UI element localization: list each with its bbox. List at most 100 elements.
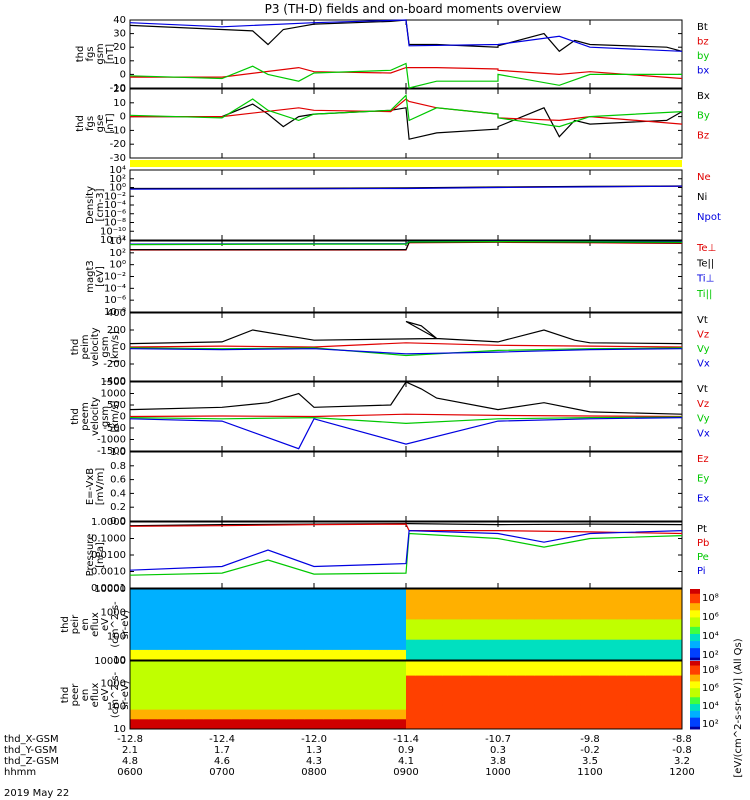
heatmap-cell	[240, 665, 251, 672]
heatmap-cell	[130, 589, 140, 595]
heatmap-cell	[240, 614, 251, 620]
heatmap-cell	[341, 665, 352, 672]
heatmap-cell	[350, 639, 361, 646]
heatmap-cell	[203, 714, 214, 720]
heatmap-cell	[479, 719, 490, 725]
heatmap-cell	[442, 724, 453, 730]
heatmap-cell	[212, 654, 223, 661]
heatmap-cell	[295, 614, 306, 620]
heatmap-cell	[654, 675, 665, 681]
heatmap-cell	[516, 724, 527, 730]
heatmap-cell	[479, 724, 490, 730]
heatmap-cell	[479, 634, 490, 641]
heatmap-cell	[268, 704, 278, 711]
heatmap-cell	[341, 695, 352, 701]
heatmap-cell	[534, 675, 545, 681]
heatmap-cell	[203, 675, 214, 681]
heatmap-cell	[130, 614, 140, 620]
heatmap-cell	[498, 675, 508, 681]
heatmap-cell	[185, 644, 195, 651]
heatmap-cell	[498, 644, 508, 651]
heatmap-cell	[553, 589, 563, 595]
series-Bx	[130, 103, 683, 140]
heatmap-cell	[498, 604, 508, 610]
heatmap-cell	[452, 609, 462, 615]
heatmap-cell	[617, 649, 628, 656]
heatmap-cell	[258, 680, 269, 686]
heatmap-cell	[378, 714, 389, 720]
heatmap-cell	[314, 624, 324, 631]
heatmap-cell	[148, 654, 159, 661]
y-axis-label: [nT]	[105, 44, 116, 64]
y-axis-label: (cm^2-s-	[110, 671, 121, 718]
heatmap-cell	[194, 634, 205, 641]
heatmap-cell	[194, 619, 205, 625]
heatmap-cell	[323, 685, 333, 691]
heatmap-cell	[212, 589, 223, 595]
heatmap-cell	[249, 709, 260, 715]
heatmap-cell	[507, 704, 517, 711]
x-axis-table: thd_X-GSMthd_Y-GSMthd_Z-GSMhhmm-12.82.14…	[4, 734, 695, 778]
heatmap-cell	[286, 680, 297, 686]
heatmap-cell	[203, 609, 214, 615]
heatmap-cell	[222, 599, 232, 605]
heatmap-cell	[185, 695, 195, 701]
heatmap-cell	[470, 594, 481, 600]
heatmap-cell	[608, 704, 619, 711]
heatmap-cell	[580, 695, 591, 701]
heatmap-cell	[580, 644, 591, 651]
heatmap-cell	[608, 619, 619, 625]
heatmap-cell	[295, 690, 306, 696]
heatmap-cell	[157, 644, 168, 651]
heatmap-cell	[599, 624, 609, 631]
panel-frame	[129, 660, 683, 730]
heatmap-cell	[222, 724, 232, 730]
heatmap-cell	[139, 594, 149, 600]
heatmap-cell	[479, 649, 490, 656]
heatmap-cell	[562, 589, 573, 595]
heatmap-cell	[590, 649, 600, 656]
heatmap-cell	[231, 690, 241, 696]
heatmap-cell	[626, 634, 637, 641]
heatmap-cell	[277, 675, 287, 681]
colorbar-cell	[690, 719, 700, 723]
heatmap-cell	[258, 690, 269, 696]
heatmap-cell	[304, 690, 315, 696]
heatmap-cell	[304, 604, 315, 610]
heatmap-cell	[553, 714, 563, 720]
heatmap-cell	[534, 594, 545, 600]
heatmap-cell	[672, 639, 683, 646]
heatmap-cell	[240, 609, 251, 615]
heatmap-cell	[222, 675, 232, 681]
heatmap-cell	[406, 639, 416, 646]
colorbar-cell	[690, 591, 700, 595]
y-axis-label: [km/s]	[110, 400, 121, 432]
heatmap-cell	[314, 675, 324, 681]
heatmap-cell	[185, 609, 195, 615]
heatmap-cell	[599, 680, 609, 686]
heatmap-cell	[240, 629, 251, 636]
heatmap-cell	[203, 670, 214, 677]
y-axis-label: [eV]	[95, 266, 106, 287]
heatmap-cell	[580, 639, 591, 646]
heatmap-cell	[626, 719, 637, 725]
heatmap-cell	[268, 589, 278, 595]
heatmap-cell	[525, 695, 536, 701]
heatmap-cell	[314, 604, 324, 610]
heatmap-cell	[350, 599, 361, 605]
heatmap-cell	[544, 719, 554, 725]
heatmap-cell	[350, 724, 361, 730]
x-tick-label: 4.8	[122, 756, 138, 767]
heatmap-cell	[286, 724, 297, 730]
heatmap-cell	[341, 699, 352, 706]
heatmap-cell	[203, 629, 214, 636]
heatmap-cell	[663, 724, 674, 730]
heatmap-cell	[130, 699, 140, 706]
heatmap-cell	[323, 675, 333, 681]
heatmap-cell	[544, 589, 554, 595]
heatmap-cell	[599, 614, 609, 620]
heatmap-cell	[286, 629, 297, 636]
heatmap-cell	[488, 695, 499, 701]
heatmap-cell	[663, 614, 674, 620]
heatmap-cell	[571, 695, 582, 701]
